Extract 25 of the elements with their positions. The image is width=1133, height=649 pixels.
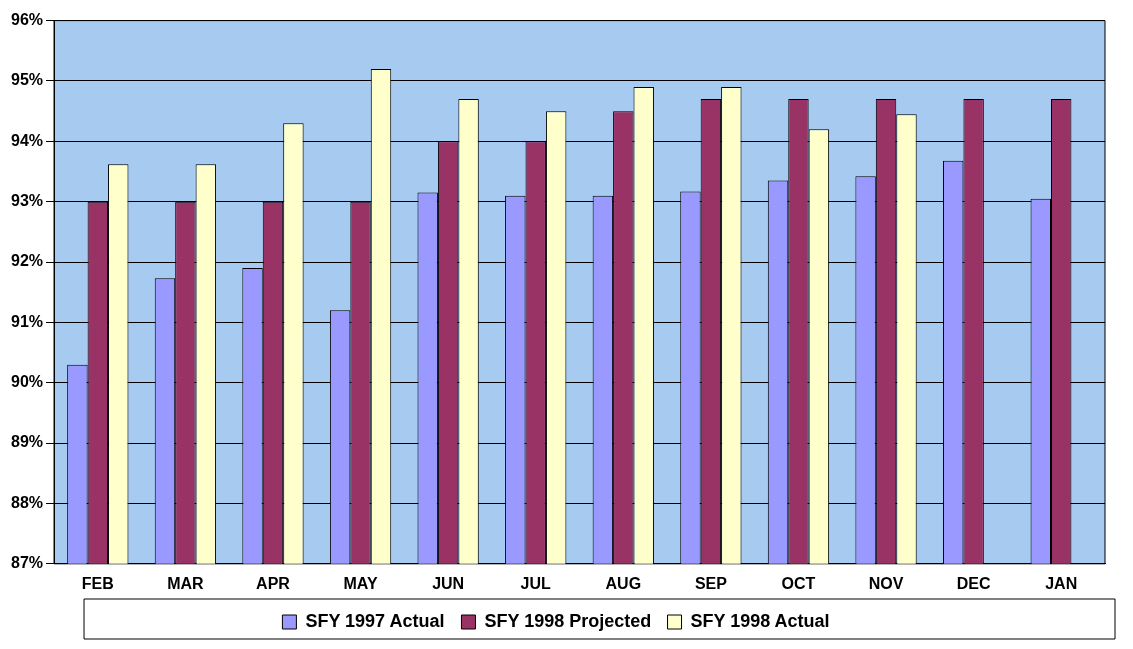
y-tick-label: 91% [10,312,44,330]
x-tick-label: JUN [432,574,465,592]
x-tick-label: MAR [167,574,205,592]
x-tick-label: MAY [343,574,378,592]
x-tick-label: JUL [520,574,552,592]
x-tick-label: DEC [956,574,991,592]
y-tick-label: 93% [10,192,44,210]
y-tick-label: 87% [10,554,44,572]
legend-label: SFY 1998 Projected [484,610,652,631]
y-tick-label: 92% [10,252,44,270]
x-tick-label: JAN [1045,574,1078,592]
y-tick-label: 88% [10,493,44,511]
x-tick-label: FEB [81,574,114,592]
legend-label: SFY 1998 Actual [690,610,830,631]
y-tick-label: 89% [10,433,44,451]
y-tick-label: 96% [10,11,44,29]
y-tick-label: 94% [10,131,44,149]
x-tick-label: APR [256,574,291,592]
x-tick-label: AUG [605,574,642,592]
legend-label: SFY 1997 Actual [305,610,445,631]
x-tick-label: OCT [781,574,816,592]
y-tick-label: 95% [10,71,44,89]
y-tick-label: 90% [10,373,44,391]
x-tick-label: NOV [868,574,904,592]
x-tick-label: SEP [694,574,728,592]
